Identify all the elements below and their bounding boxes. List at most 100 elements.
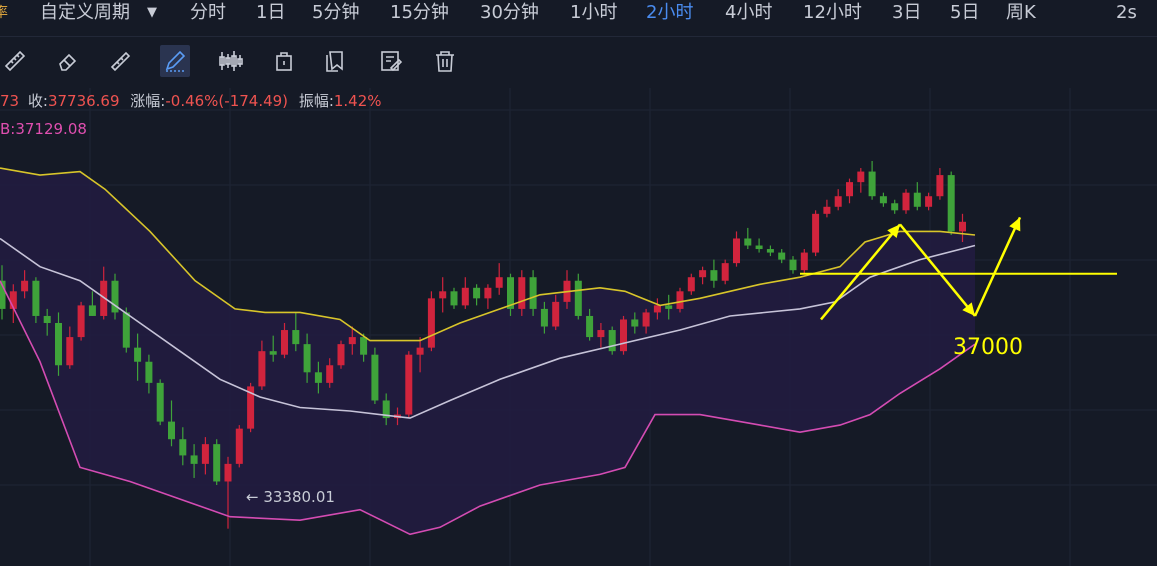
candle-body xyxy=(879,196,887,204)
timeframe-bar: 率 自定义周期 ▼ 分时 1日 5分钟 15分钟 30分钟 1小时 2小时 4小… xyxy=(0,0,1157,37)
candle-body xyxy=(473,287,481,299)
candle-body xyxy=(552,301,560,327)
candle-body xyxy=(427,298,435,348)
candle-body xyxy=(507,277,514,309)
tf-4h[interactable]: 4小时 xyxy=(725,2,773,23)
amplitude-value: 1.42% xyxy=(333,92,382,110)
candle-body xyxy=(360,337,368,355)
trash-icon[interactable] xyxy=(430,45,460,77)
tf-1d[interactable]: 1日 xyxy=(256,2,286,23)
candle-body xyxy=(665,305,673,309)
trend-arrow-head xyxy=(962,302,975,316)
candle-body xyxy=(190,455,198,464)
left-icon[interactable]: 率 xyxy=(0,5,8,21)
ohlc-info-row: 73 收:37736.69 涨幅:-0.46%(-174.49) 振幅:1.42… xyxy=(0,91,382,111)
measure-icon[interactable] xyxy=(105,45,135,77)
candle-body xyxy=(913,192,921,207)
candle-body xyxy=(337,344,345,366)
candle-body xyxy=(201,444,209,464)
candle-body xyxy=(32,280,40,316)
ruler-icon[interactable] xyxy=(0,45,30,77)
candle-body xyxy=(461,287,469,306)
candle-body xyxy=(868,171,876,197)
candle-body xyxy=(247,386,255,429)
bollinger-band-fill xyxy=(0,168,975,535)
trend-arrow-line xyxy=(973,216,1022,317)
candle-body xyxy=(518,277,526,309)
candle-body xyxy=(778,252,786,260)
candle-body xyxy=(43,315,51,323)
candle-body xyxy=(258,351,266,387)
eraser-icon[interactable] xyxy=(52,45,82,77)
candle-body xyxy=(9,291,17,309)
indicator-info-row: B:37129.08 xyxy=(0,119,87,139)
indicator-value: B:37129.08 xyxy=(0,120,87,138)
tf-1h[interactable]: 1小时 xyxy=(570,2,618,23)
candle-body xyxy=(292,330,300,345)
candle-body xyxy=(608,330,616,352)
tf-30m[interactable]: 30分钟 xyxy=(480,2,539,23)
candle-body xyxy=(857,171,865,183)
low-price-label: ← 33380.01 xyxy=(246,488,335,506)
candle-body xyxy=(744,238,752,246)
drawing-toolbar xyxy=(0,37,1157,87)
candle-body xyxy=(846,182,853,197)
tf-12h[interactable]: 12小时 xyxy=(803,2,862,23)
candle-body xyxy=(959,221,966,232)
candle-body xyxy=(529,277,537,309)
candle-body xyxy=(405,354,413,415)
trend-arrow-line xyxy=(820,223,901,321)
tf-3d[interactable]: 3日 xyxy=(892,2,922,23)
refresh-interval[interactable]: 2s xyxy=(1116,2,1137,23)
amplitude-label: 振幅: xyxy=(298,92,334,110)
candle-body xyxy=(733,238,740,264)
candle-body xyxy=(620,319,627,352)
pen-icon[interactable] xyxy=(160,45,190,77)
candle-body xyxy=(687,277,695,292)
tf-5m[interactable]: 5分钟 xyxy=(312,2,360,23)
candle-body xyxy=(77,305,85,338)
edit-icon[interactable] xyxy=(376,45,406,77)
candle-body xyxy=(586,315,594,338)
close-value: 37736.69 xyxy=(47,92,120,110)
tf-5d[interactable]: 5日 xyxy=(950,2,980,23)
candle-body xyxy=(348,337,356,345)
candle-body xyxy=(902,192,910,211)
tf-tick[interactable]: 分时 xyxy=(190,2,226,23)
candle-body xyxy=(789,259,797,271)
candle-body xyxy=(235,428,243,464)
change-label: 涨幅: xyxy=(130,92,166,110)
candle-body xyxy=(371,354,379,401)
candle-body xyxy=(812,213,820,253)
candle-body xyxy=(382,400,390,419)
candle-body xyxy=(642,312,650,327)
clipboard-icon[interactable] xyxy=(269,45,299,77)
candle-body xyxy=(0,280,6,309)
candle-body xyxy=(224,463,232,482)
tf-2h[interactable]: 2小时 xyxy=(646,2,694,23)
candle-body xyxy=(303,344,311,373)
middle-band-line xyxy=(0,237,976,419)
change-value: -0.46%(-174.49) xyxy=(165,92,289,110)
open-fragment: 73 xyxy=(0,92,20,110)
candle-body xyxy=(269,351,277,355)
custom-period-selector[interactable]: 自定义周期 xyxy=(40,2,130,23)
tf-weekly[interactable]: 周K xyxy=(1006,2,1036,23)
copy-icon[interactable] xyxy=(322,45,352,77)
chevron-down-icon[interactable]: ▼ xyxy=(147,5,157,20)
candle-body xyxy=(834,196,842,207)
candle-body xyxy=(653,305,661,313)
candle-body xyxy=(597,330,605,338)
tf-15m[interactable]: 15分钟 xyxy=(390,2,449,23)
candle-settings-icon[interactable] xyxy=(215,45,245,77)
candle-body xyxy=(111,280,119,313)
candle-body xyxy=(55,323,62,366)
trend-arrow-head xyxy=(1009,217,1021,232)
candle-body xyxy=(450,291,458,306)
trend-arrows xyxy=(820,216,1022,321)
support-label: 37000 xyxy=(953,335,1023,360)
candle-body xyxy=(484,287,492,299)
candle-body xyxy=(179,439,187,456)
candle-body xyxy=(213,444,221,482)
